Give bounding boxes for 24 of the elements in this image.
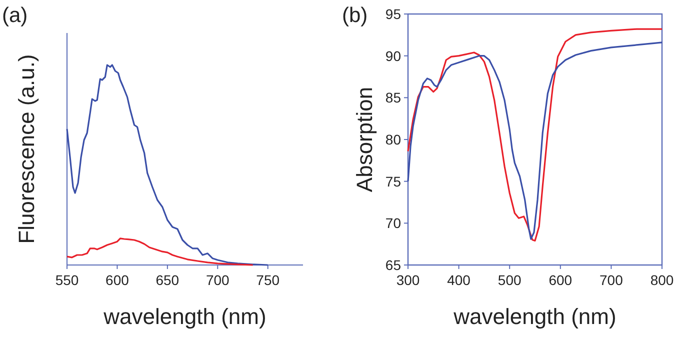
y-tick-label: 75 [385, 173, 402, 190]
chart-title: (a) [2, 4, 28, 27]
x-tick-label: 750 [256, 272, 280, 288]
y-tick-label: 65 [385, 257, 402, 273]
y-axis-title: Fluorescence (a.u.) [14, 54, 39, 244]
x-axis-title: wavelength (nm) [452, 304, 616, 329]
y-tick-label: 70 [385, 215, 402, 232]
x-tick-label: 650 [156, 272, 180, 288]
y-tick-label: 90 [385, 48, 402, 64]
x-axis-title: wavelength (nm) [102, 304, 266, 329]
y-tick-label: 85 [385, 90, 402, 106]
x-tick-label: 500 [498, 272, 522, 288]
y-tick-label: 80 [385, 132, 402, 148]
y-axis-title: Absorption [352, 86, 377, 192]
x-tick-label: 400 [447, 272, 471, 288]
x-tick-label: 550 [55, 272, 79, 288]
x-tick-label: 300 [396, 272, 420, 288]
y-tick-label: 95 [385, 6, 402, 22]
x-tick-label: 600 [106, 272, 130, 288]
x-tick-label: 600 [548, 272, 572, 288]
x-tick-label: 700 [600, 272, 624, 288]
x-tick-label: 800 [650, 272, 674, 288]
chart-title: (b) [342, 4, 368, 27]
x-tick-label: 700 [206, 272, 230, 288]
